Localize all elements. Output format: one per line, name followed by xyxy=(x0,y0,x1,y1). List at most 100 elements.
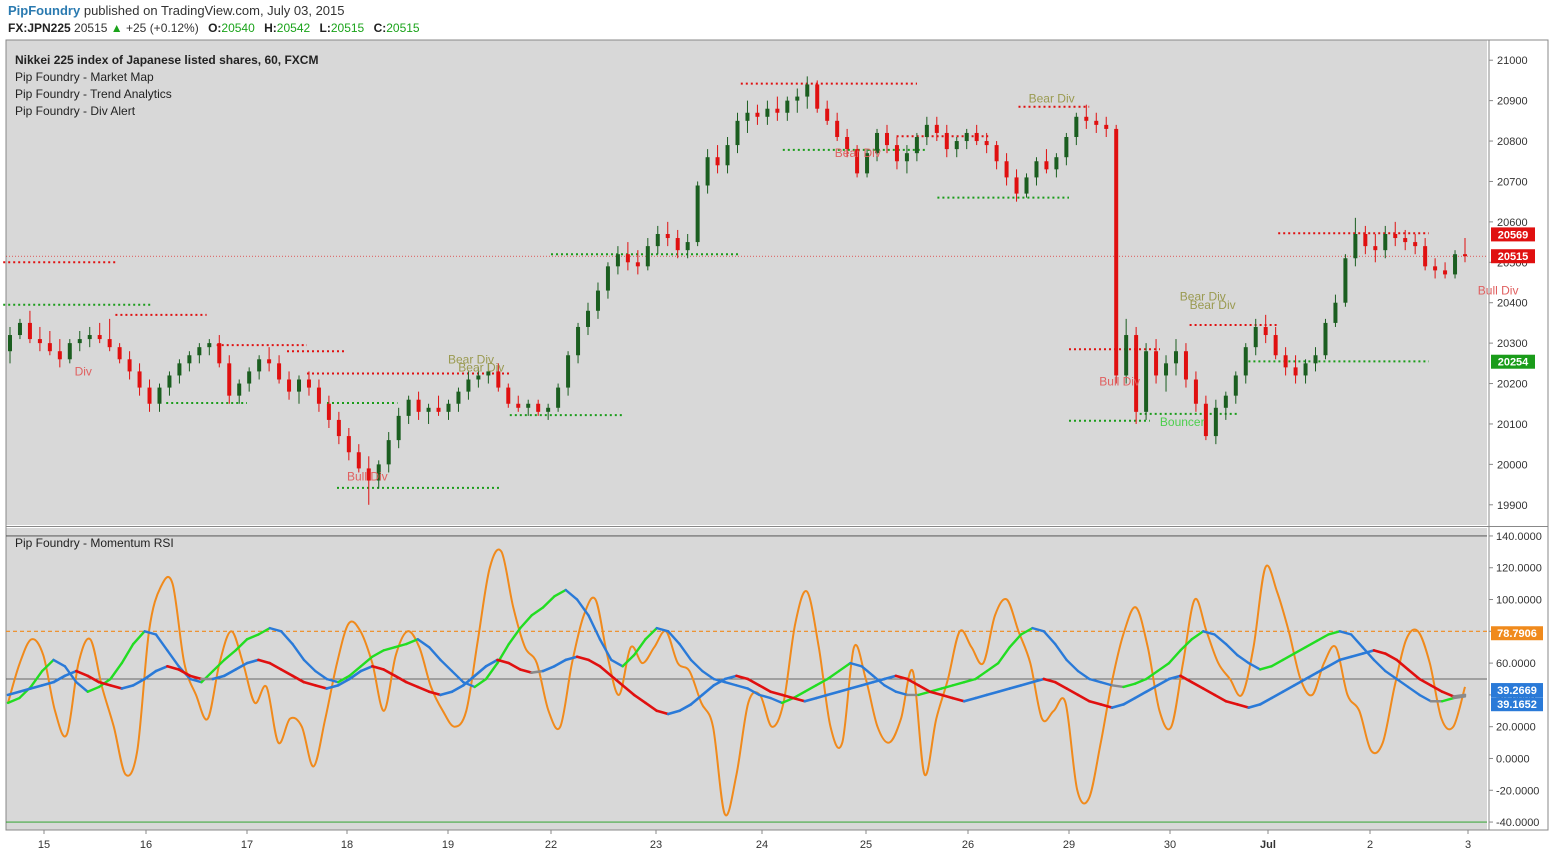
candle-body xyxy=(775,108,780,113)
rsi-signal-segment xyxy=(1201,630,1216,636)
candle-body xyxy=(675,238,680,251)
candle-body xyxy=(665,234,670,239)
candle-body xyxy=(595,290,600,311)
candle-body xyxy=(486,371,491,376)
rsi-signal-segment xyxy=(211,658,226,673)
price-label-text: 20515 xyxy=(1498,251,1529,263)
divergence-annotation: Bear Div xyxy=(835,146,881,160)
rsi-signal-segment xyxy=(837,661,852,673)
rsi-signal-segment xyxy=(405,638,419,646)
rsi-trend-segment xyxy=(1190,680,1205,690)
candle-body xyxy=(745,112,750,121)
candle-body xyxy=(695,185,700,243)
rsi-trend-segment xyxy=(302,680,317,687)
price-label-text: 20569 xyxy=(1498,229,1529,241)
time-tick-label: 16 xyxy=(140,839,152,851)
rsi-signal-segment xyxy=(1293,646,1307,655)
candle-body xyxy=(277,363,282,380)
rsi-trend-segment xyxy=(1338,655,1353,662)
candle-body xyxy=(257,359,262,372)
rsi-trend-segment xyxy=(6,690,21,697)
candle-body xyxy=(855,149,860,174)
rsi-trend-segment xyxy=(336,677,351,687)
rsi-trend-segment xyxy=(462,674,476,687)
rsi-signal-segment xyxy=(712,677,727,684)
time-tick-label: Jul xyxy=(1260,839,1276,851)
rsi-signal-segment xyxy=(29,669,44,689)
price-label-box xyxy=(1491,354,1535,369)
candle-body xyxy=(964,132,969,142)
divergence-annotation: Bouncer xyxy=(1160,415,1205,429)
rsi-trend-segment xyxy=(177,668,192,678)
rsi-signal-segment xyxy=(814,677,829,687)
candle-body xyxy=(1363,234,1368,247)
candle-body xyxy=(924,124,929,137)
rsi-signal-segment xyxy=(701,669,715,681)
study-label: Pip Foundry - Div Alert xyxy=(15,104,136,118)
candle-body xyxy=(785,100,790,113)
rsi-signal-segment xyxy=(792,690,806,700)
rsi-signal-segment xyxy=(849,661,863,668)
rsi-tick-label: 60.0000 xyxy=(1496,658,1536,670)
rsi-trend-segment xyxy=(1440,690,1455,698)
candle-body xyxy=(1014,177,1019,194)
rsi-trend-segment xyxy=(621,684,636,697)
rsi-signal-segment xyxy=(1065,658,1080,673)
rsi-trend-segment xyxy=(666,709,681,716)
rsi-signal-segment xyxy=(1236,653,1250,665)
candle-body xyxy=(167,375,172,388)
price-legend-title: Nikkei 225 index of Japanese listed shar… xyxy=(15,53,318,67)
time-tick-label: 3 xyxy=(1465,839,1471,851)
price-tick-label: 20100 xyxy=(1497,419,1528,431)
rsi-signal-segment xyxy=(632,638,647,657)
candle-body xyxy=(894,145,899,162)
rsi-signal-segment xyxy=(1179,638,1194,652)
brand-link[interactable]: PipFoundry xyxy=(8,3,81,18)
candle-body xyxy=(237,383,242,396)
rsi-trend-segment xyxy=(291,674,306,684)
candle-body xyxy=(576,326,581,356)
candle-body xyxy=(1104,124,1109,129)
study-label: Pip Foundry - Trend Analytics xyxy=(15,87,172,101)
rsi-trend-segment xyxy=(450,684,465,694)
candle-body xyxy=(107,339,112,348)
rsi-trend-segment xyxy=(370,664,385,671)
candle-body xyxy=(954,141,959,150)
rsi-signal-segment xyxy=(336,674,351,684)
candle-body xyxy=(865,153,870,174)
rsi-trend-segment xyxy=(393,674,408,684)
rsi-trend-segment xyxy=(712,677,727,687)
rsi-trend-segment xyxy=(143,669,158,681)
rsi-signal-segment xyxy=(1452,695,1467,700)
rsi-trend-segment xyxy=(860,680,875,687)
rsi-signal-segment xyxy=(575,598,590,617)
rsi-trend-segment xyxy=(985,690,1000,697)
rsi-trend-segment xyxy=(63,669,78,678)
rsi-trend-segment xyxy=(1270,690,1285,700)
symbol-name[interactable]: FX:JPN225 xyxy=(8,21,71,35)
candle-body xyxy=(725,145,730,166)
rsi-trend-segment xyxy=(644,701,659,713)
rsi-trend-segment xyxy=(541,664,556,673)
rsi-trend-segment xyxy=(314,684,329,690)
rsi-signal-segment xyxy=(439,658,454,673)
rsi-trend-segment xyxy=(678,703,693,713)
candle-body xyxy=(825,108,830,121)
candle-body xyxy=(17,322,22,336)
price-tick-label: 20200 xyxy=(1497,379,1528,391)
candle-body xyxy=(546,407,551,412)
candle-body xyxy=(805,84,810,97)
rsi-trend-segment xyxy=(86,674,101,684)
time-tick-label: 19 xyxy=(442,839,454,851)
rsi-signal-segment xyxy=(1270,658,1285,668)
candle-body xyxy=(1373,246,1378,251)
divergence-annotation: Bear Div xyxy=(1029,92,1075,106)
candle-body xyxy=(27,322,32,340)
rsi-signal-segment xyxy=(564,588,579,601)
candle-body xyxy=(197,347,202,356)
candle-body xyxy=(97,335,102,340)
candle-body xyxy=(556,387,561,408)
candle-body xyxy=(1004,161,1009,178)
candle-body xyxy=(566,355,571,388)
